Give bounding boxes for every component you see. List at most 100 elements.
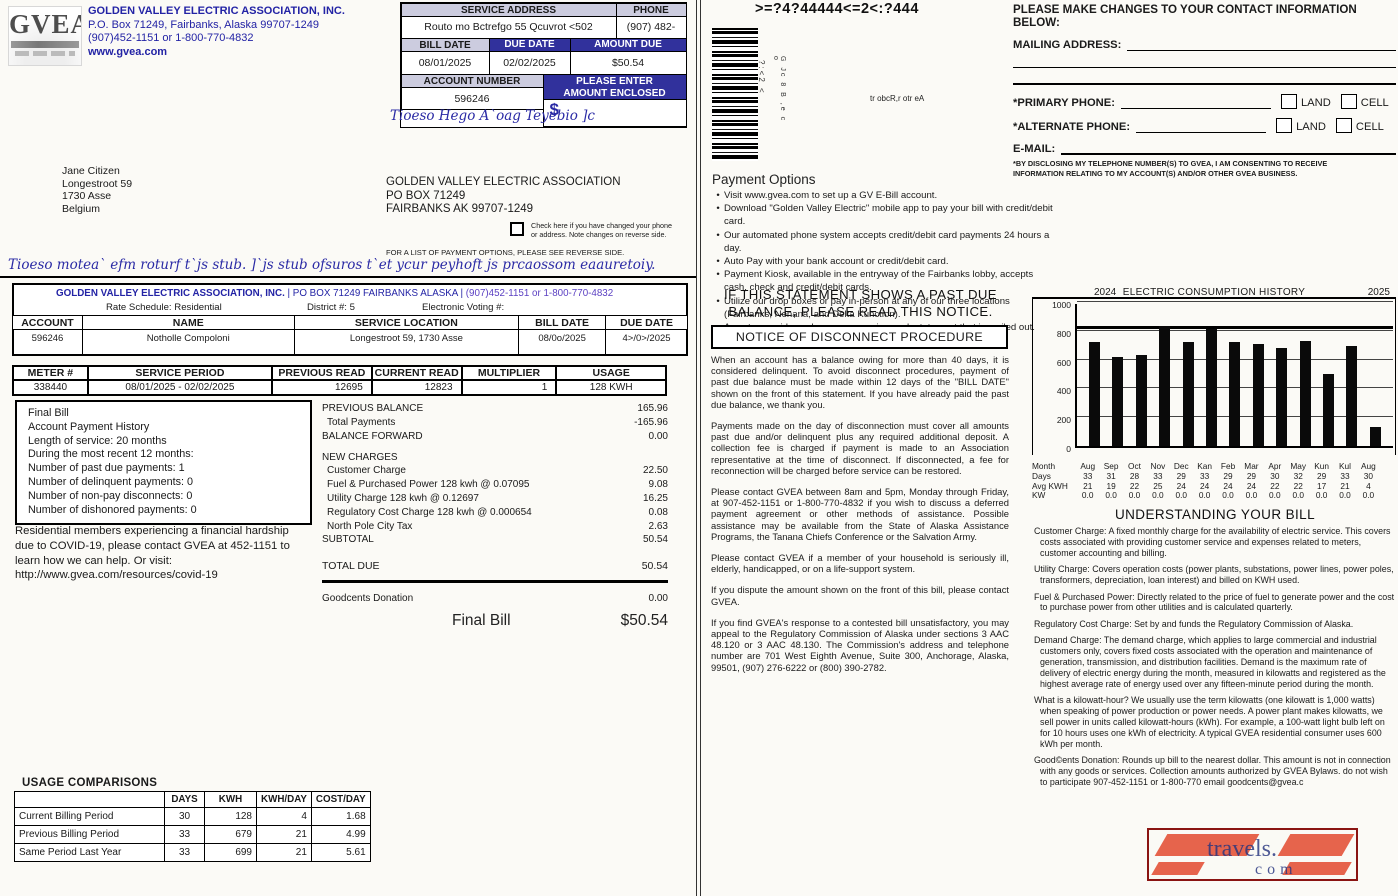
meter-table-header: PREVIOUS READ xyxy=(271,365,373,381)
charge-label: Utility Charge 128 kwh @ 0.12697 xyxy=(327,492,479,504)
chart-table-row-label: Month xyxy=(1032,461,1056,471)
barcode-side-text-a: ?:<2 < xyxy=(757,60,766,95)
charge-label: Fuel & Purchased Power 128 kwh @ 0.07095 xyxy=(327,479,530,491)
remit-address-block: GOLDEN VALLEY ELECTRIC ASSOCIATION PO BOX… xyxy=(386,176,621,217)
usage-cell: 1.68 xyxy=(310,807,371,826)
primary-land-label: LAND xyxy=(1300,97,1331,109)
gvea-logo-banner xyxy=(11,41,79,48)
usage-cell: Current Billing Period xyxy=(14,807,165,826)
service-address-value: Routo mo Bctrefgo 55 Qcuvrot <502 xyxy=(400,15,617,39)
bullet-icon: • xyxy=(716,256,720,268)
usage-cell: 128 xyxy=(204,807,257,826)
chart-table-value: May xyxy=(1290,461,1307,471)
chart-table-value: 32 xyxy=(1293,470,1303,481)
mailing-address-field-line3 xyxy=(1013,68,1396,85)
chart-body: 0 200 400 600 800 1000 xyxy=(1032,299,1396,455)
chart-y-tick-label: 400 xyxy=(1056,386,1071,397)
disconnect-procedure-text: When an account has a balance owing for … xyxy=(711,354,1009,683)
chart-table-value: 22 xyxy=(1270,480,1280,491)
chart-bar xyxy=(1182,342,1194,446)
chart-table-value: 0.0 xyxy=(1152,490,1164,501)
alternate-phone-label: *ALTERNATE PHONE: xyxy=(1013,121,1131,133)
charge-amount: 50.54 xyxy=(642,534,668,546)
charge-amount: -165.96 xyxy=(634,416,668,428)
charge-row: Utility Charge 128 kwh @ 0.12697 16.25 xyxy=(322,493,668,504)
payment-option-text: Auto Pay with your bank account or credi… xyxy=(724,256,949,268)
understanding-paragraph: Good©ents Donation: Rounds up bill to th… xyxy=(1034,755,1391,788)
usage-cell: 33 xyxy=(164,843,205,862)
usage-cell: 33 xyxy=(164,825,205,844)
chart-bar xyxy=(1276,348,1288,446)
charge-amount: 165.96 xyxy=(637,403,668,414)
company-website: www.gvea.com xyxy=(88,45,168,58)
charge-row: Total Payments -165.96 xyxy=(322,417,668,428)
phone-disclosure-disclaimer: *BY DISCLOSING MY TELEPHONE NUMBER(S) TO… xyxy=(1013,159,1396,179)
account-number-value: 596246 xyxy=(400,87,544,110)
chart-y-tick-label: 200 xyxy=(1056,415,1071,426)
chart-bar xyxy=(1229,342,1241,446)
usage-header-cell: COST/DAY xyxy=(310,791,371,808)
disconnect-paragraph: Please contact GVEA if a member of your … xyxy=(711,552,1009,575)
chart-header: 2024 ELECTRIC CONSUMPTION HISTORY 2025 xyxy=(1032,287,1396,299)
payment-options-reverse-note: FOR A LIST OF PAYMENT OPTIONS, PLEASE SE… xyxy=(386,248,625,257)
electronic-voting: Electronic Voting #: xyxy=(422,302,505,313)
chart-table-value: 24 xyxy=(1176,480,1186,491)
chart-table-value: 33 xyxy=(1083,470,1093,481)
chart-table-value: 29 xyxy=(1176,470,1186,481)
chart-table-value: 24 xyxy=(1223,480,1233,491)
chart-bar xyxy=(1089,342,1100,446)
usage-cell: 21 xyxy=(256,843,312,862)
account-table-cell: 4>/0>/2025 xyxy=(605,329,688,356)
usage-data-row: Previous Billing Period 33 679 21 4.99 xyxy=(14,825,371,844)
company-name: GOLDEN VALLEY ELECTRIC ASSOCIATION, INC. xyxy=(88,5,345,17)
covid-hardship-note: Residential members experiencing a finan… xyxy=(15,525,290,582)
chart-table-value: 31 xyxy=(1106,470,1116,481)
charge-amount: 16.25 xyxy=(642,492,668,504)
chart-table-value: 33 xyxy=(1340,470,1350,481)
chart-table-value: 24 xyxy=(1246,480,1257,491)
chart-table-value: Sep xyxy=(1103,461,1119,471)
alternate-phone-field xyxy=(1136,120,1267,133)
account-table-header: ACCOUNT xyxy=(12,315,83,330)
understanding-your-bill-section: UNDERSTANDING YOUR BILL Customer Charge:… xyxy=(1034,507,1396,794)
phone-value: (907) 482-0127 xyxy=(615,15,687,39)
chart-table-value: 0.0 xyxy=(1128,490,1141,501)
chart-month-table: Month Aug Sep Oct Nov Dec Kan Feb Mar Apr May Kun Ku… xyxy=(1032,461,1396,501)
bill-header-phone: (907)452-1151 or 1-800-770-4832 xyxy=(465,288,614,299)
bullet-icon: • xyxy=(716,190,720,201)
account-table-cell: 08/0o/2025 xyxy=(518,329,607,356)
remit-address-line: FAIRBANKS AK 99707-1249 xyxy=(386,203,534,215)
charge-amount: 0.08 xyxy=(648,506,668,518)
bill-header-address: | PO BOX 71249 FAIRBANKS ALASKA | xyxy=(284,288,466,299)
chart-table-value: 0.0 xyxy=(1362,490,1375,501)
disconnect-procedure-box: NOTICE OF DISCONNECT PROCEDURE xyxy=(711,325,1008,349)
stub-handwritten-note: Tioeso Hego A`oag Teyebio ]c xyxy=(390,108,595,124)
chart-reference-line xyxy=(1077,325,1393,329)
gvea-logo-tagline xyxy=(15,51,75,56)
chart-table-value: 0.0 xyxy=(1105,490,1117,501)
chart-table-value: 29 xyxy=(1223,470,1233,481)
disclaimer-line1: *BY DISCLOSING MY TELEPHONE NUMBER(S) TO… xyxy=(1013,159,1328,168)
chart-table-value: 4 xyxy=(1366,480,1371,491)
chart-table-value: 0.0 xyxy=(1198,490,1211,501)
charge-amount: 0.00 xyxy=(648,593,668,605)
address-change-checkbox xyxy=(510,222,524,236)
usage-cell: Same Period Last Year xyxy=(14,843,165,862)
chart-gridline xyxy=(1077,301,1393,302)
chart-table-value: 0.0 xyxy=(1339,490,1351,501)
bill-date-value: 08/01/2025 xyxy=(400,50,490,75)
payment-history-line: During the most recent 12 months: xyxy=(28,448,194,461)
charge-row: BALANCE FORWARD 0.00 xyxy=(322,431,668,442)
email-field xyxy=(1061,142,1396,155)
chart-bar xyxy=(1346,345,1358,446)
payment-history-line: Length of service: 20 months xyxy=(28,434,167,447)
phone-header: PHONE xyxy=(615,2,687,17)
chart-y-tick-label: 800 xyxy=(1056,328,1071,339)
usage-header-cell: KWH xyxy=(204,791,257,808)
chart-table-value: Nov xyxy=(1150,461,1166,471)
charge-amount: 2.63 xyxy=(648,520,668,532)
chart-table-value: 33 xyxy=(1200,470,1210,481)
chart-title: ELECTRIC CONSUMPTION HISTORY xyxy=(1122,287,1306,298)
chart-table-value: 22 xyxy=(1129,480,1140,491)
